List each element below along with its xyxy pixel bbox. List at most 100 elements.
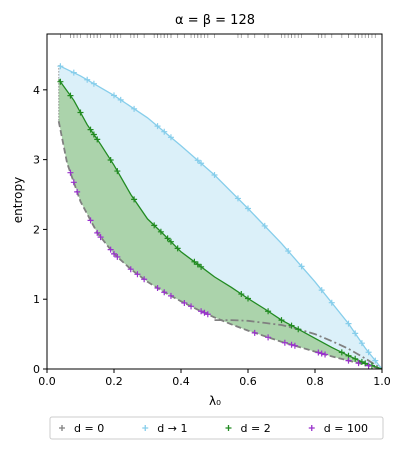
marker-d2 — [245, 295, 251, 302]
marker-d2 — [94, 136, 101, 143]
x-axis-label: λ₀ — [209, 394, 221, 408]
marker-d2 — [131, 196, 138, 203]
x-tick-label: 0.6 — [239, 375, 257, 388]
marker-d2 — [194, 261, 201, 268]
x-tick-label: 0.4 — [172, 375, 190, 388]
marker-d1 — [365, 349, 372, 356]
marker-d100 — [281, 339, 288, 346]
marker-d1 — [298, 263, 305, 270]
marker-d2 — [90, 131, 97, 138]
marker-d1 — [84, 76, 91, 83]
marker-d100 — [107, 246, 114, 253]
marker-d100 — [97, 234, 104, 241]
marker-d2 — [265, 308, 272, 315]
marker-d100 — [94, 229, 101, 236]
marker-d100 — [288, 341, 295, 348]
fill-region-d1 — [58, 65, 382, 370]
marker-d100 — [198, 308, 205, 315]
marker-d100 — [127, 266, 134, 273]
marker-d2 — [191, 258, 198, 265]
marker-d2 — [67, 92, 74, 99]
legend-label: d = 100 — [324, 422, 368, 435]
y-tick-label: 2 — [33, 223, 40, 236]
marker-d100 — [265, 334, 272, 341]
marker-d2 — [164, 235, 171, 242]
axes: 0.0 0.2 0.4 0.6 0.8 1.0 0 1 2 3 4 — [33, 33, 391, 388]
marker-d1 — [70, 69, 77, 76]
marker-d1 — [352, 330, 359, 337]
marker-d100 — [318, 350, 325, 357]
fill-region-d2 — [58, 79, 382, 370]
marker-d1 — [57, 63, 64, 70]
marker-d2 — [362, 360, 369, 367]
marker-d100 — [204, 311, 211, 318]
marker-d100 — [315, 349, 322, 356]
marker-d1 — [117, 96, 124, 103]
marker-d1 — [328, 299, 335, 306]
marker-d100 — [67, 169, 74, 176]
marker-d2 — [114, 168, 121, 175]
marker-d1 — [194, 157, 201, 164]
plot-area — [57, 34, 383, 370]
marker-d100 — [114, 253, 121, 260]
y-tick-label: 0 — [33, 363, 40, 376]
marker-d2 — [87, 126, 94, 133]
x-tick-label: 0.0 — [38, 375, 56, 388]
marker-d100 — [167, 292, 174, 299]
legend-label: d = 2 — [241, 422, 271, 435]
marker-d100 — [141, 276, 148, 283]
marker-d100 — [251, 329, 258, 336]
marker-d100 — [322, 351, 329, 358]
marker-d100 — [355, 360, 362, 367]
marker-d100 — [154, 285, 161, 292]
legend-marker — [142, 425, 149, 431]
marker-d1 — [261, 222, 268, 229]
legend-label: d = 0 — [74, 422, 104, 435]
marker-d2 — [107, 156, 114, 163]
marker-d2 — [174, 245, 181, 252]
marker-d1 — [245, 205, 251, 212]
y-axis-label: entropy — [11, 177, 25, 223]
legend-box — [49, 416, 384, 440]
marker-d1 — [198, 160, 205, 167]
legend-marker — [225, 425, 232, 431]
marker-d2 — [288, 322, 295, 329]
marker-d100 — [161, 289, 168, 296]
y-tick-label: 3 — [33, 154, 40, 167]
legend: d = 0 d → 1 d = 2 d = 100 — [49, 416, 384, 440]
marker-d2 — [151, 222, 158, 229]
marker-d1 — [167, 134, 174, 141]
marker-d2 — [278, 317, 285, 324]
marker-d1 — [358, 340, 365, 347]
marker-d100 — [201, 309, 208, 316]
marker-d2 — [238, 291, 245, 298]
marker-d2 — [338, 349, 345, 356]
marker-d100 — [74, 188, 81, 195]
marker-d2 — [167, 238, 174, 245]
marker-d100 — [181, 299, 188, 306]
marker-d1 — [111, 92, 117, 99]
marker-d1 — [161, 128, 168, 135]
marker-d1 — [318, 287, 325, 294]
legend-marker — [59, 425, 65, 431]
legend-marker — [308, 425, 315, 431]
marker-d100 — [70, 179, 77, 186]
marker-d100 — [365, 362, 372, 369]
marker-d100 — [188, 303, 195, 310]
marker-d100 — [345, 357, 352, 364]
x-tick-label: 0.8 — [306, 375, 324, 388]
chart-title: α = β = 128 — [175, 13, 255, 28]
marker-d100 — [111, 250, 117, 257]
marker-d100 — [291, 342, 298, 349]
marker-d1 — [154, 123, 161, 130]
marker-d1 — [211, 171, 218, 178]
marker-d2 — [77, 109, 84, 116]
y-tick-label: 1 — [33, 293, 40, 306]
marker-d1 — [131, 105, 138, 112]
legend-label: d → 1 — [157, 422, 187, 435]
marker-d1 — [234, 195, 241, 202]
marker-d1 — [90, 80, 97, 87]
marker-d1 — [285, 248, 292, 255]
marker-d2 — [57, 78, 64, 85]
marker-d100 — [134, 271, 141, 278]
